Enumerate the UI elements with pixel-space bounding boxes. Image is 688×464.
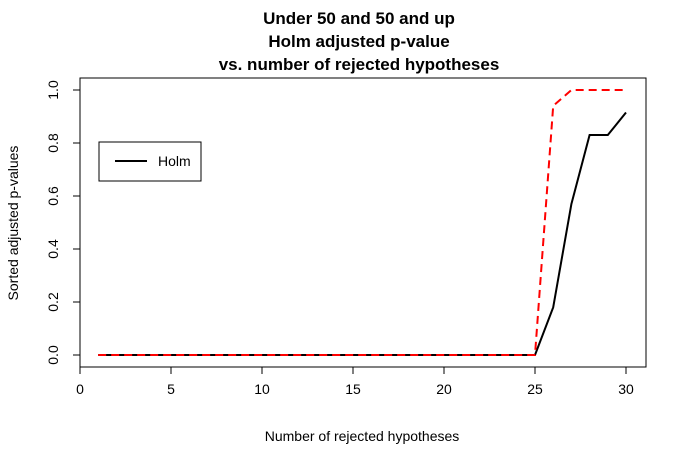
y-tick-label: 1.0 [45,80,61,100]
legend-holm-label: Holm [158,153,191,169]
x-tick-label: 30 [618,381,634,397]
y-axis-label: Sorted adjusted p-values [5,146,21,301]
legend: Holm [98,141,202,182]
y-tick-label: 0.2 [45,292,61,312]
y-tick-label: 0.0 [45,345,61,365]
chart-title-line-2: Holm adjusted p-value [268,32,449,51]
x-tick-label: 25 [527,381,543,397]
y-tick-label: 0.6 [45,186,61,206]
chart-title-line-1: Under 50 and 50 and up [263,9,455,28]
x-axis-label: Number of rejected hypotheses [265,428,460,444]
y-tick-label: 0.4 [45,239,61,259]
plot-box [79,77,647,368]
series-layer [98,89,627,356]
y-tick-label: 0.8 [45,133,61,153]
chart-title-line-3: vs. number of rejected hypotheses [219,55,500,74]
x-tick-label: 0 [76,381,84,397]
x-tick-label: 15 [345,381,361,397]
series-line-reference [98,89,626,356]
x-tick-label: 20 [436,381,452,397]
y-axis: 0.0 0.2 0.4 0.6 0.8 1.0 [45,80,81,365]
x-axis: 0 5 10 15 20 25 30 [76,366,634,397]
x-tick-label: 5 [167,381,175,397]
x-tick-label: 10 [254,381,270,397]
